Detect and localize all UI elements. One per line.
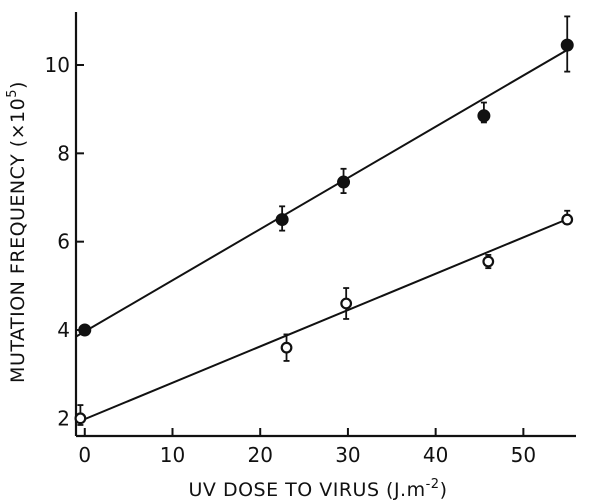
y-tick-label: 6 [57,230,70,254]
y-axis-label-superscript: 5 [5,89,20,98]
x-tick-label: 40 [423,443,448,467]
y-axis-label: MUTATION FREQUENCY (×105) [5,81,29,383]
filled-circle-point [560,38,574,52]
open-circle-point [482,255,495,268]
x-axis-label-superscript: -2 [426,477,440,492]
open-circle-point [280,341,293,354]
x-tick-label: 50 [511,443,536,467]
x-tick-label: 30 [335,443,360,467]
fit-lines [75,46,573,424]
y-ticks: 2 4 6 8 10 [45,53,84,430]
open-circle-point [561,213,574,226]
y-tick-label: 8 [57,141,70,165]
filled-circle-point [275,213,289,227]
x-tick-label: 20 [247,443,272,467]
open-circle-point [74,412,87,425]
x-ticks: 0 10 20 30 40 50 [78,428,536,467]
filled-circle-point [337,175,351,189]
x-axis-label: UV DOSE TO VIRUS (J.m-2) [189,477,448,501]
x-tick-label: 10 [160,443,185,467]
x-tick-label: 0 [78,443,91,467]
y-tick-label: 2 [57,406,70,430]
filled-circle-point [477,109,491,123]
data-markers [74,38,574,425]
y-tick-label: 10 [45,53,70,77]
axes [74,12,576,438]
filled-circle-point [78,323,92,337]
fit-line-series-2 [75,216,572,424]
y-tick-label: 4 [57,318,70,342]
error-bars [77,15,571,426]
open-circle-point [340,297,353,310]
fit-line-series-1 [75,46,573,338]
